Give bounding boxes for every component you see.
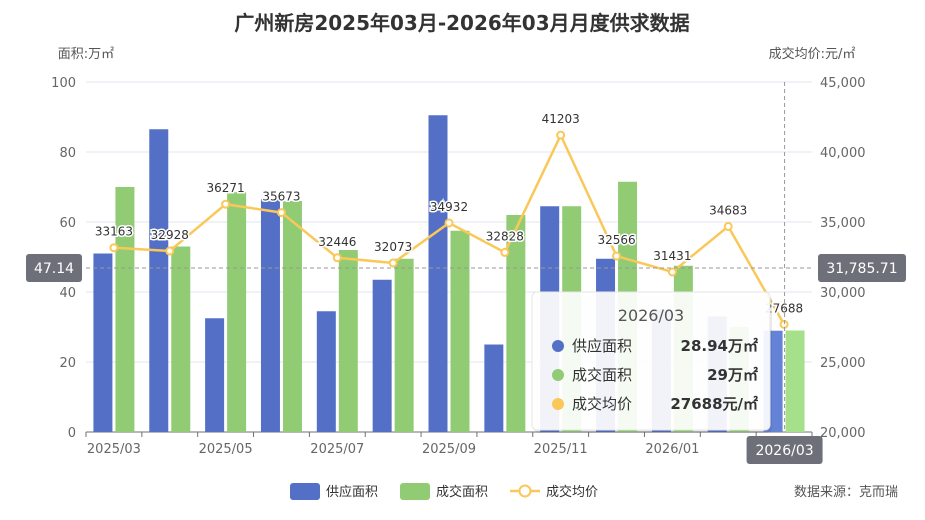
x-tick-label: 2026/01	[645, 442, 699, 457]
price-point[interactable]	[667, 267, 677, 277]
y-left-tick-label: 60	[59, 216, 76, 231]
y-right-axis-label: 成交均价:元/㎡	[769, 46, 856, 62]
x-tick-label: 2025/03	[87, 442, 141, 457]
tooltip-series-name: 供应面积	[572, 337, 632, 355]
legend-swatch[interactable]	[400, 483, 430, 500]
y-right-tick-label: 45,000	[820, 76, 866, 91]
tooltip-series-name: 成交面积	[572, 366, 632, 384]
price-data-label: 33163	[95, 225, 133, 239]
price-point[interactable]	[332, 253, 342, 263]
y-left-axis-label: 面积:万㎡	[58, 47, 114, 62]
data-source: 数据来源：克而瑞	[794, 485, 898, 500]
price-point[interactable]	[109, 243, 119, 253]
y-left-tick-label: 80	[59, 146, 76, 161]
x-tick-label: 2025/07	[310, 442, 364, 457]
bar[interactable]	[394, 258, 414, 432]
y-right-tick-label: 20,000	[820, 426, 866, 441]
pointer-left-badge	[26, 254, 82, 282]
y-right-tick-label: 30,000	[820, 286, 866, 301]
bar[interactable]	[372, 279, 392, 432]
x-axis: 2025/03 2025/05 2025/07 2025/09 2025/11 2026/…	[85, 431, 813, 457]
price-data-label: 32928	[151, 228, 189, 242]
price-data-label: 34683	[709, 203, 747, 217]
tooltip-marker	[552, 398, 564, 410]
tooltip-series-value: 29万㎡	[707, 366, 758, 384]
y-left-tick-label: 20	[59, 356, 76, 371]
line-series[interactable]	[109, 130, 789, 329]
bar[interactable]	[506, 215, 526, 432]
y-right-tick-label: 40,000	[820, 146, 866, 161]
price-data-label: 32828	[486, 229, 524, 243]
price-data-label: 31431	[653, 249, 691, 263]
bar[interactable]	[93, 253, 113, 433]
tooltip-series-value: 27688元/㎡	[670, 395, 758, 413]
legend-swatch[interactable]	[290, 483, 320, 500]
data-labels: 33163 32928 36271 35673 32446 32073 34932 32828…	[93, 111, 804, 317]
bar[interactable]	[205, 318, 225, 432]
tooltip-title: 2026/03	[618, 306, 684, 325]
tooltip-series-name: 成交均价	[572, 395, 632, 413]
y-right-ticks: 20,000 25,000 30,000 35,000 40,000 45,000	[820, 76, 866, 441]
price-data-label: 36271	[207, 181, 245, 195]
tooltip-series-value: 28.94万㎡	[681, 337, 758, 355]
bar[interactable]	[450, 230, 470, 432]
y-left-tick-label: 100	[51, 76, 76, 91]
legend-label: 供应面积	[326, 484, 378, 500]
price-point[interactable]	[612, 251, 622, 261]
y-right-tick-label: 35,000	[820, 216, 866, 231]
pointer-left-label: 47.14	[34, 261, 74, 277]
price-point[interactable]	[723, 221, 733, 231]
pointer-x-badge	[746, 436, 823, 464]
price-point[interactable]	[388, 258, 398, 268]
chart-title: 广州新房2025年03月-2026年03月月度供求数据	[234, 11, 689, 35]
tooltip-marker	[552, 369, 564, 381]
price-point[interactable]	[221, 199, 231, 209]
bar[interactable]	[484, 344, 504, 433]
y-right-tick-label: 25,000	[820, 356, 866, 371]
pointer-right-badge	[818, 254, 906, 282]
axis-pointer: 47.14 31,785.71 2026/03	[26, 82, 906, 464]
y-left-tick-label: 0	[68, 426, 76, 441]
legend-marker[interactable]	[518, 484, 532, 498]
legend[interactable]: 供应面积 成交面积 成交均价	[290, 483, 598, 500]
bar[interactable]	[785, 330, 805, 433]
tooltip-box	[531, 291, 771, 431]
price-data-label: 34932	[430, 200, 468, 214]
x-tick-label: 2025/05	[199, 442, 253, 457]
x-tick-label: 2025/11	[534, 442, 588, 457]
price-point[interactable]	[556, 130, 566, 140]
price-point[interactable]	[276, 208, 286, 218]
y-left-ticks: 0 20 40 60 80 100	[51, 76, 76, 441]
pointer-x-label: 2026/03	[755, 443, 813, 459]
price-data-label: 35673	[262, 190, 300, 204]
pointer-right-label: 31,785.71	[826, 261, 897, 277]
bar[interactable]	[282, 201, 302, 432]
price-data-label: 32566	[597, 233, 635, 247]
legend-label: 成交面积	[436, 484, 488, 500]
price-data-label: 41203	[542, 112, 580, 126]
price-point[interactable]	[444, 218, 454, 228]
price-point[interactable]	[500, 247, 510, 257]
bar[interactable]	[171, 246, 191, 433]
bar[interactable]	[149, 129, 169, 432]
x-tick-label: 2025/09	[422, 442, 476, 457]
bar[interactable]	[227, 192, 247, 432]
price-point[interactable]	[165, 246, 175, 256]
price-data-label: 32446	[318, 235, 356, 249]
bar[interactable]	[338, 250, 358, 432]
legend-label: 成交均价	[546, 484, 598, 500]
price-data-label: 32073	[374, 240, 412, 254]
bar[interactable]	[316, 311, 336, 432]
y-left-tick-label: 40	[59, 286, 76, 301]
bar[interactable]	[428, 115, 448, 432]
tooltip-marker	[552, 340, 564, 352]
bar[interactable]	[260, 199, 280, 432]
